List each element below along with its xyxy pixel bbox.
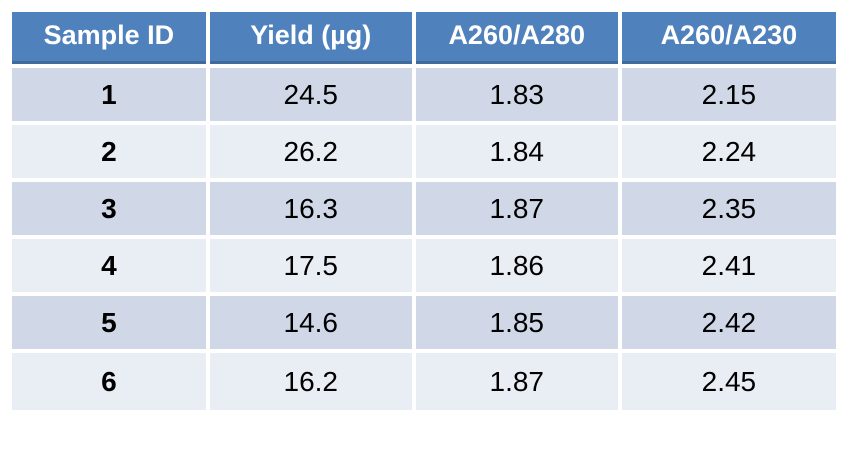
cell-a260-a230: 2.35 — [621, 182, 836, 239]
cell-sample-id: 3 — [12, 182, 210, 239]
cell-a260-a230: 2.41 — [621, 239, 836, 296]
table-row: 3 16.3 1.87 2.35 — [12, 182, 836, 239]
cell-sample-id: 1 — [12, 68, 210, 125]
column-header-sample-id: Sample ID — [12, 12, 210, 68]
cell-a260-a230: 2.24 — [621, 125, 836, 182]
table-row: 2 26.2 1.84 2.24 — [12, 125, 836, 182]
cell-sample-id: 6 — [12, 353, 210, 410]
table-row: 4 17.5 1.86 2.41 — [12, 239, 836, 296]
cell-yield: 17.5 — [209, 239, 416, 296]
column-header-yield: Yield (µg) — [209, 12, 416, 68]
column-header-a260-a230: A260/A230 — [621, 12, 836, 68]
cell-sample-id: 5 — [12, 296, 210, 353]
cell-a260-a280: 1.84 — [415, 125, 622, 182]
cell-a260-a280: 1.87 — [415, 353, 622, 410]
cell-yield: 26.2 — [209, 125, 416, 182]
cell-sample-id: 4 — [12, 239, 210, 296]
column-header-a260-a280: A260/A280 — [415, 12, 622, 68]
table-row: 1 24.5 1.83 2.15 — [12, 68, 836, 125]
results-table-container: Sample ID Yield (µg) A260/A280 A260/A230… — [12, 12, 836, 410]
cell-a260-a230: 2.45 — [621, 353, 836, 410]
cell-a260-a280: 1.83 — [415, 68, 622, 125]
cell-a260-a230: 2.42 — [621, 296, 836, 353]
cell-a260-a280: 1.87 — [415, 182, 622, 239]
cell-yield: 16.3 — [209, 182, 416, 239]
cell-a260-a280: 1.86 — [415, 239, 622, 296]
cell-yield: 16.2 — [209, 353, 416, 410]
cell-yield: 24.5 — [209, 68, 416, 125]
cell-sample-id: 2 — [12, 125, 210, 182]
cell-a260-a230: 2.15 — [621, 68, 836, 125]
rna-quality-results-table: Sample ID Yield (µg) A260/A280 A260/A230… — [12, 12, 836, 410]
table-row: 6 16.2 1.87 2.45 — [12, 353, 836, 410]
cell-yield: 14.6 — [209, 296, 416, 353]
header-row: Sample ID Yield (µg) A260/A280 A260/A230 — [12, 12, 836, 68]
cell-a260-a280: 1.85 — [415, 296, 622, 353]
table-row: 5 14.6 1.85 2.42 — [12, 296, 836, 353]
